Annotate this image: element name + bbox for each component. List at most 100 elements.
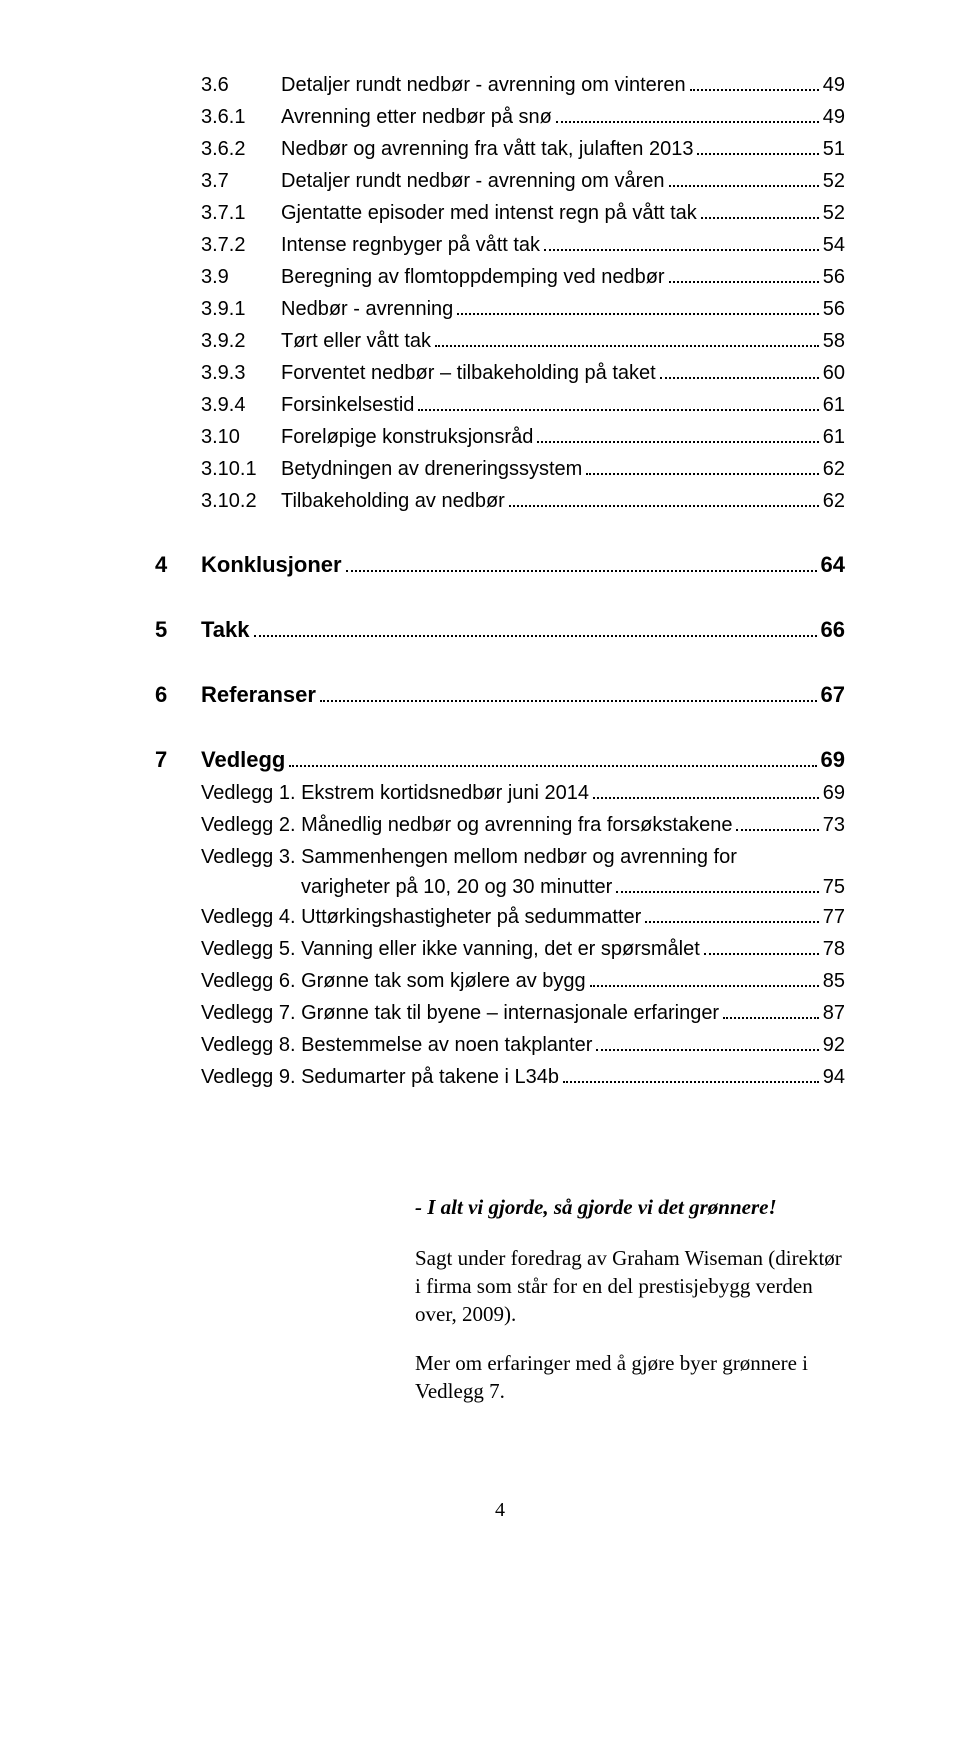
- toc-dots: [596, 1049, 818, 1051]
- toc-entry: 3.6.2Nedbør og avrenning fra vått tak, j…: [155, 134, 845, 164]
- toc-page-number: 87: [823, 998, 845, 1028]
- toc-page-number: 78: [823, 934, 845, 964]
- toc-entry: 3.10.2Tilbakeholding av nedbør 62: [155, 486, 845, 516]
- toc-entry-label: 3.10.2Tilbakeholding av nedbør: [201, 486, 505, 516]
- toc-dots: [457, 313, 818, 315]
- toc-dots: [556, 121, 819, 123]
- toc-entry: 3.7.1Gjentatte episoder med intenst regn…: [155, 198, 845, 228]
- toc-dots: [645, 921, 819, 923]
- toc-page-number: 85: [823, 966, 845, 996]
- toc-container: 3.6Detaljer rundt nedbør - avrenning om …: [155, 70, 845, 1092]
- toc-page-number: 60: [823, 358, 845, 388]
- toc-main-group: 4Konklusjoner 64 5Takk 66 6Referanser67 7Vedl…: [155, 548, 845, 1092]
- toc-vedlegg-entry: Vedlegg 7. Grønne tak til byene – intern…: [155, 998, 845, 1028]
- toc-entry: 3.9.2Tørt eller vått tak 58: [155, 326, 845, 356]
- toc-vedlegg-label-line1: Vedlegg 3. Sammenhengen mellom nedbør og…: [201, 842, 845, 872]
- toc-dots: [704, 953, 819, 955]
- toc-dots: [736, 829, 818, 831]
- toc-entry: 3.9.1Nedbør - avrenning 56: [155, 294, 845, 324]
- toc-entry-label: 3.7Detaljer rundt nedbør - avrenning om …: [201, 166, 665, 196]
- toc-vedlegg-label: Vedlegg 8. Bestemmelse av noen takplante…: [201, 1030, 592, 1060]
- toc-dots: [593, 797, 819, 799]
- toc-vedlegg-label-line2: varigheter på 10, 20 og 30 minutter: [301, 872, 612, 902]
- toc-entry-label: 3.10.1Betydningen av dreneringssystem: [201, 454, 582, 484]
- toc-vedlegg-label: Vedlegg 5. Vanning eller ikke vanning, d…: [201, 934, 700, 964]
- toc-dots: [289, 765, 816, 767]
- toc-page-number: 62: [823, 454, 845, 484]
- quote-italic-line: - I alt vi gjorde, så gjorde vi det grøn…: [415, 1192, 845, 1224]
- toc-vedlegg-entry: Vedlegg 9. Sedumarter på takene i L34b 9…: [155, 1062, 845, 1092]
- toc-page-number: 56: [823, 262, 845, 292]
- toc-dots: [701, 217, 819, 219]
- toc-entry-label: 3.7.1Gjentatte episoder med intenst regn…: [201, 198, 697, 228]
- toc-vedlegg-label: Vedlegg 2. Månedlig nedbør og avrenning …: [201, 810, 732, 840]
- toc-page-number: 69: [823, 778, 845, 808]
- toc-page-number: 54: [823, 230, 845, 260]
- toc-vedlegg-entry: Vedlegg 2. Månedlig nedbør og avrenning …: [155, 810, 845, 840]
- toc-page-number: 66: [821, 613, 845, 646]
- toc-entry: 3.9Beregning av flomtoppdemping ved nedb…: [155, 262, 845, 292]
- toc-dots: [418, 409, 818, 411]
- toc-page-number: 92: [823, 1030, 845, 1060]
- toc-entry: 3.7Detaljer rundt nedbør - avrenning om …: [155, 166, 845, 196]
- toc-main-entry: 6Referanser67: [155, 678, 845, 711]
- toc-dots: [723, 1017, 819, 1019]
- toc-entry-label: 3.7.2Intense regnbyger på vått tak: [201, 230, 540, 260]
- toc-entry-label: 3.10Foreløpige konstruksjonsråd: [201, 422, 533, 452]
- toc-page-number: 49: [823, 70, 845, 100]
- toc-dots: [509, 505, 819, 507]
- toc-vedlegg-entry: Vedlegg 8. Bestemmelse av noen takplante…: [155, 1030, 845, 1060]
- toc-main-label: 5Takk: [155, 613, 250, 646]
- toc-page-number: 69: [821, 743, 845, 776]
- toc-dots: [586, 473, 818, 475]
- toc-dots: [346, 570, 817, 572]
- toc-page-number: 61: [823, 390, 845, 420]
- toc-sub-group: 3.6Detaljer rundt nedbør - avrenning om …: [155, 70, 845, 516]
- toc-entry-label: 3.6.1Avrenning etter nedbør på snø: [201, 102, 552, 132]
- toc-page-number: 75: [823, 872, 845, 902]
- toc-dots: [435, 345, 819, 347]
- toc-main-entry: 7Vedlegg69: [155, 743, 845, 776]
- toc-page-number: 49: [823, 102, 845, 132]
- toc-vedlegg-entry: Vedlegg 6. Grønne tak som kjølere av byg…: [155, 966, 845, 996]
- toc-dots: [669, 185, 819, 187]
- toc-entry: 3.9.3Forventet nedbør – tilbakeholding p…: [155, 358, 845, 388]
- toc-dots: [669, 281, 819, 283]
- toc-vedlegg-entry: Vedlegg 1. Ekstrem kortidsnedbør juni 20…: [155, 778, 845, 808]
- page-number: 4: [155, 1495, 845, 1525]
- toc-entry: 3.9.4Forsinkelsestid 61: [155, 390, 845, 420]
- toc-entry-label: 3.9.1Nedbør - avrenning: [201, 294, 453, 324]
- toc-vedlegg-entry: Vedlegg 5. Vanning eller ikke vanning, d…: [155, 934, 845, 964]
- quote-block: - I alt vi gjorde, så gjorde vi det grøn…: [155, 1192, 845, 1405]
- toc-entry-label: 3.9.4Forsinkelsestid: [201, 390, 414, 420]
- toc-vedlegg-label: Vedlegg 6. Grønne tak som kjølere av byg…: [201, 966, 586, 996]
- toc-vedlegg-label: Vedlegg 9. Sedumarter på takene i L34b: [201, 1062, 559, 1092]
- toc-dots: [590, 985, 819, 987]
- toc-entry: 3.6Detaljer rundt nedbør - avrenning om …: [155, 70, 845, 100]
- toc-entry-label: 3.9.2Tørt eller vått tak: [201, 326, 431, 356]
- toc-main-entry: 4Konklusjoner 64: [155, 548, 845, 581]
- toc-page-number: 52: [823, 166, 845, 196]
- toc-dots: [690, 89, 819, 91]
- toc-page-number: 94: [823, 1062, 845, 1092]
- toc-main-label: 6Referanser: [155, 678, 316, 711]
- toc-dots: [563, 1081, 819, 1083]
- toc-page-number: 64: [821, 548, 845, 581]
- toc-entry: 3.6.1Avrenning etter nedbør på snø 49: [155, 102, 845, 132]
- toc-entry-label: 3.9.3Forventet nedbør – tilbakeholding p…: [201, 358, 656, 388]
- toc-entry-label: 3.9Beregning av flomtoppdemping ved nedb…: [201, 262, 665, 292]
- toc-entry: 3.7.2Intense regnbyger på vått tak 54: [155, 230, 845, 260]
- toc-page-number: 61: [823, 422, 845, 452]
- toc-page-number: 77: [823, 902, 845, 932]
- toc-dots: [537, 441, 818, 443]
- toc-main-label: 4Konklusjoner: [155, 548, 342, 581]
- toc-page-number: 58: [823, 326, 845, 356]
- toc-dots: [660, 377, 819, 379]
- toc-dots: [616, 891, 818, 893]
- toc-vedlegg-label: Vedlegg 7. Grønne tak til byene – intern…: [201, 998, 719, 1028]
- toc-page-number: 52: [823, 198, 845, 228]
- toc-main-entry: 5Takk 66: [155, 613, 845, 646]
- toc-vedlegg-entry: Vedlegg 4. Uttørkingshastigheter på sedu…: [155, 902, 845, 932]
- toc-dots: [254, 635, 817, 637]
- toc-entry: 3.10Foreløpige konstruksjonsråd 61: [155, 422, 845, 452]
